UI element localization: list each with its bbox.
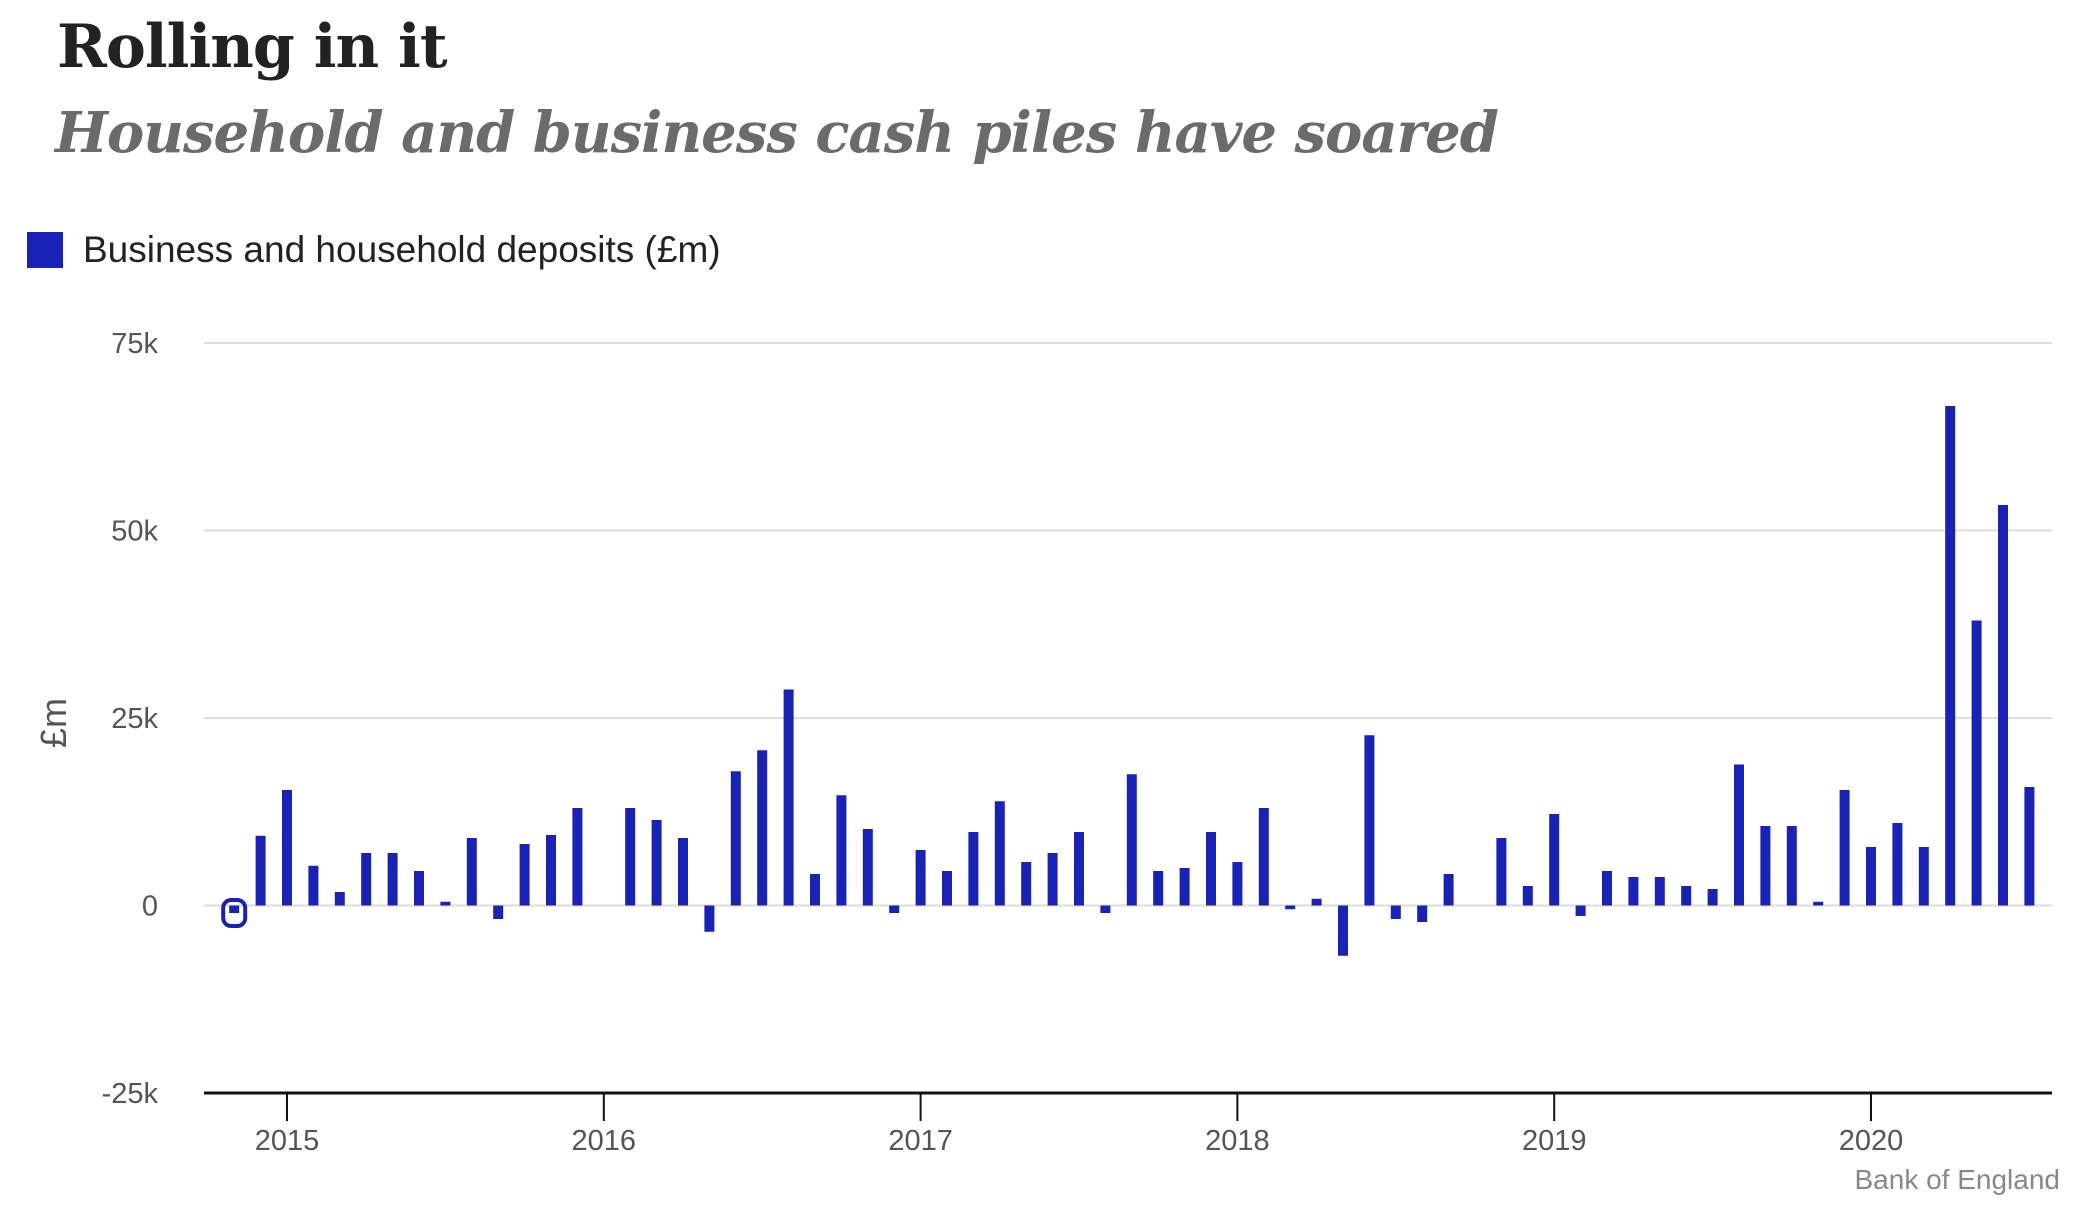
- bar[interactable]: [1206, 832, 1216, 906]
- legend-swatch: [27, 232, 63, 268]
- bar[interactable]: [1126, 774, 1137, 906]
- y-tick-label: 0: [142, 891, 158, 923]
- bar[interactable]: [783, 689, 794, 906]
- bar[interactable]: [1998, 505, 2008, 906]
- bar[interactable]: [229, 905, 240, 914]
- bar[interactable]: [466, 838, 477, 906]
- bar[interactable]: [1285, 905, 1296, 910]
- x-tick-label: 2017: [888, 1125, 953, 1157]
- bar[interactable]: [678, 838, 688, 906]
- bar[interactable]: [493, 905, 504, 920]
- y-tick-label: 50k: [111, 516, 158, 548]
- bar[interactable]: [651, 820, 662, 906]
- bar[interactable]: [440, 901, 451, 906]
- bar[interactable]: [1338, 905, 1348, 956]
- chart-subtitle: Household and business cash piles have s…: [55, 100, 1499, 166]
- bar[interactable]: [1443, 874, 1454, 906]
- bar[interactable]: [308, 865, 319, 906]
- legend: Business and household deposits (£m): [27, 224, 721, 276]
- bar[interactable]: [1047, 853, 1058, 906]
- x-tick-label: 2018: [1205, 1125, 1270, 1157]
- bar[interactable]: [387, 853, 398, 906]
- bar[interactable]: [1892, 823, 1903, 906]
- bar[interactable]: [1866, 847, 1876, 906]
- y-tick-label: -25k: [102, 1078, 159, 1110]
- bar[interactable]: [968, 832, 979, 906]
- bar[interactable]: [1390, 905, 1401, 920]
- bar[interactable]: [1918, 847, 1929, 906]
- bar[interactable]: [994, 801, 1005, 906]
- bar[interactable]: [1549, 814, 1560, 906]
- bar[interactable]: [862, 829, 873, 906]
- bar[interactable]: [1364, 735, 1375, 906]
- y-tick-label: 75k: [111, 328, 158, 360]
- bar[interactable]: [1707, 889, 1718, 906]
- bar[interactable]: [1734, 764, 1744, 906]
- x-tick-label: 2019: [1522, 1125, 1587, 1157]
- bar[interactable]: [2024, 787, 2035, 906]
- bar[interactable]: [1496, 838, 1507, 906]
- bar[interactable]: [704, 905, 715, 932]
- bar[interactable]: [1258, 808, 1269, 906]
- bar[interactable]: [1179, 868, 1190, 906]
- bar[interactable]: [1654, 877, 1665, 906]
- bars: [221, 406, 2035, 956]
- bar[interactable]: [757, 750, 768, 906]
- bar[interactable]: [1232, 862, 1243, 906]
- bar[interactable]: [361, 853, 372, 906]
- bar[interactable]: [1786, 826, 1797, 906]
- bar[interactable]: [572, 808, 583, 906]
- bar[interactable]: [334, 892, 345, 906]
- bar[interactable]: [282, 790, 292, 906]
- bar[interactable]: [414, 871, 424, 906]
- bar[interactable]: [1575, 905, 1586, 917]
- x-axis: 2015 2016 2017 2018 2019 2020: [204, 1091, 2052, 1157]
- bar[interactable]: [836, 795, 847, 906]
- bar[interactable]: [942, 871, 952, 906]
- x-tick-label: 2015: [255, 1125, 320, 1157]
- highlight-marker[interactable]: [221, 898, 248, 928]
- bar[interactable]: [730, 771, 741, 906]
- bar[interactable]: [1839, 790, 1850, 906]
- bar[interactable]: [1602, 871, 1612, 906]
- bar[interactable]: [1681, 886, 1692, 906]
- x-tick-label: 2016: [572, 1125, 637, 1157]
- bar[interactable]: [1971, 620, 1982, 906]
- bar[interactable]: [625, 808, 636, 906]
- bar[interactable]: [915, 850, 926, 906]
- bar[interactable]: [1417, 905, 1428, 923]
- bar[interactable]: [889, 905, 900, 914]
- bar[interactable]: [1813, 901, 1824, 906]
- bar[interactable]: [1760, 826, 1771, 906]
- y-tick-labels: -25k 0 25k 50k 75k: [102, 328, 159, 1110]
- bar[interactable]: [1522, 886, 1533, 906]
- bar[interactable]: [255, 835, 266, 906]
- bar[interactable]: [1628, 877, 1639, 906]
- bar[interactable]: [1021, 862, 1032, 906]
- source-credit: Bank of England: [1854, 1164, 2061, 1195]
- bar[interactable]: [1074, 832, 1084, 906]
- x-tick-label: 2020: [1839, 1125, 1904, 1157]
- chart-title: Rolling in it: [57, 12, 448, 82]
- bar[interactable]: [1945, 406, 1956, 906]
- bar[interactable]: [1311, 898, 1322, 906]
- bar[interactable]: [519, 844, 530, 906]
- bar[interactable]: [1100, 905, 1111, 914]
- legend-label: Business and household deposits (£m): [83, 229, 721, 270]
- bar[interactable]: [546, 835, 556, 906]
- bar[interactable]: [1153, 871, 1164, 906]
- bar[interactable]: [810, 874, 820, 906]
- y-axis-title: £m: [33, 698, 74, 748]
- y-tick-label: 25k: [111, 703, 158, 735]
